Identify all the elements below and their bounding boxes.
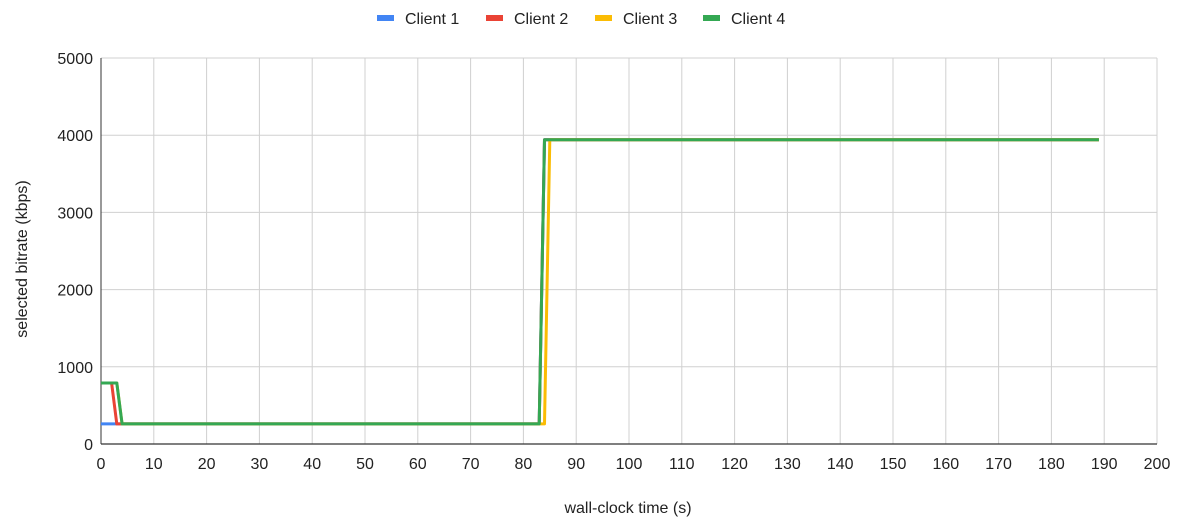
x-tick-label: 0 [97, 456, 106, 473]
x-tick-label: 180 [1038, 456, 1065, 473]
series-line-client-2 [101, 138, 1099, 426]
legend-swatch [377, 15, 394, 21]
x-tick-label: 130 [774, 456, 801, 473]
series-line-client-1 [101, 138, 1099, 426]
series-lines [101, 138, 1099, 426]
legend-label: Client 1 [405, 11, 459, 28]
legend-swatch [595, 15, 612, 21]
y-tick-label: 3000 [57, 205, 93, 222]
x-tick-label: 50 [356, 456, 374, 473]
x-tick-label: 110 [669, 456, 695, 473]
axes: 0 10 20 30 40 50 60 70 80 90 100 110 120 130 140 150 160… [57, 51, 1170, 473]
legend-item-client-3: Client 3 [595, 11, 677, 28]
legend-label: Client 4 [731, 11, 785, 28]
series-line-client-3 [101, 138, 1099, 426]
legend-swatch [486, 15, 503, 21]
x-tick-label: 160 [932, 456, 959, 473]
y-tick-label: 4000 [57, 128, 93, 145]
legend-item-client-2: Client 2 [486, 11, 568, 28]
x-tick-label: 120 [721, 456, 748, 473]
x-tick-label: 190 [1091, 456, 1118, 473]
grid [101, 57, 1158, 444]
x-tick-label: 140 [827, 456, 854, 473]
series-line-client-4 [101, 138, 1099, 426]
x-tick-label: 150 [880, 456, 907, 473]
y-tick-label: 1000 [57, 360, 93, 377]
x-tick-label: 200 [1144, 456, 1171, 473]
x-tick-label: 60 [409, 456, 427, 473]
legend: Client 1 Client 2 Client 3 Client 4 [377, 11, 785, 28]
x-tick-label: 40 [303, 456, 321, 473]
y-tick-label: 5000 [57, 51, 93, 68]
x-tick-label: 10 [145, 456, 163, 473]
legend-item-client-4: Client 4 [703, 11, 785, 28]
x-tick-label: 80 [515, 456, 533, 473]
x-tick-label: 90 [567, 456, 585, 473]
legend-item-client-1: Client 1 [377, 11, 459, 28]
x-tick-label: 30 [251, 456, 269, 473]
legend-label: Client 2 [514, 11, 568, 28]
x-axis-title: wall-clock time (s) [563, 500, 691, 517]
x-tick-label: 70 [462, 456, 480, 473]
x-tick-label: 100 [616, 456, 643, 473]
y-axis-title: selected bitrate (kbps) [14, 180, 31, 337]
legend-label: Client 3 [623, 11, 677, 28]
x-tick-label: 170 [985, 456, 1012, 473]
y-tick-label: 0 [84, 437, 93, 454]
x-tick-label: 20 [198, 456, 216, 473]
y-tick-label: 2000 [57, 283, 93, 300]
legend-swatch [703, 15, 720, 21]
